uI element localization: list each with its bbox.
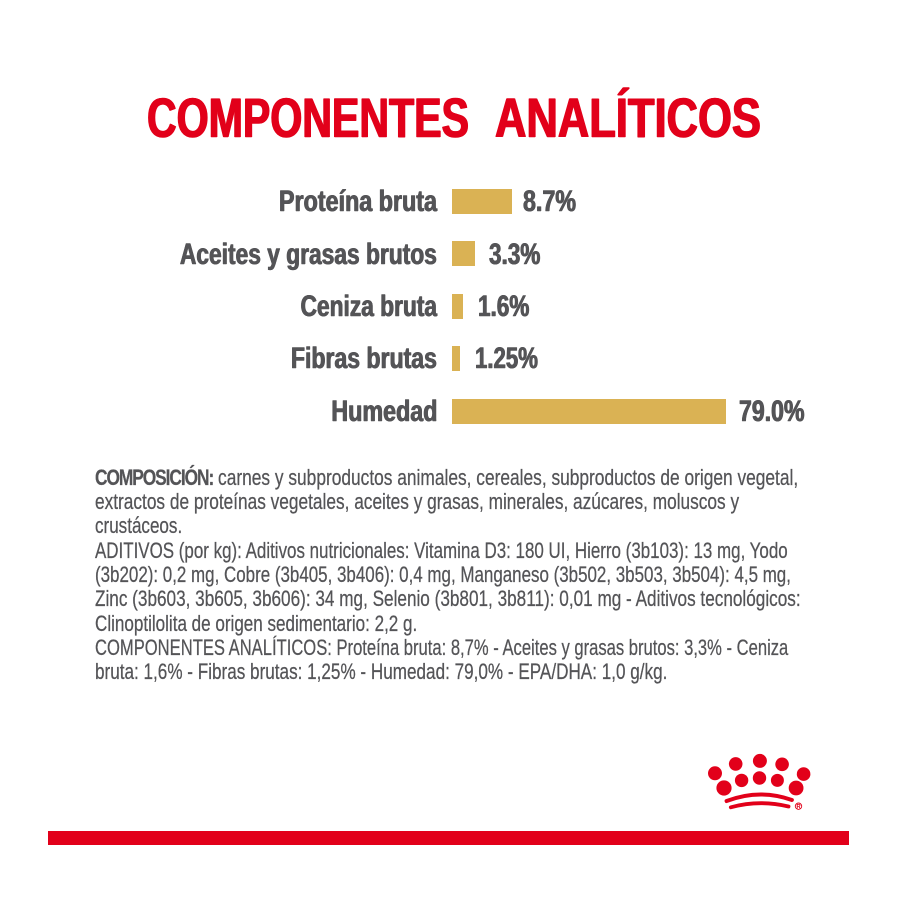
svg-text:R: R — [796, 804, 801, 810]
